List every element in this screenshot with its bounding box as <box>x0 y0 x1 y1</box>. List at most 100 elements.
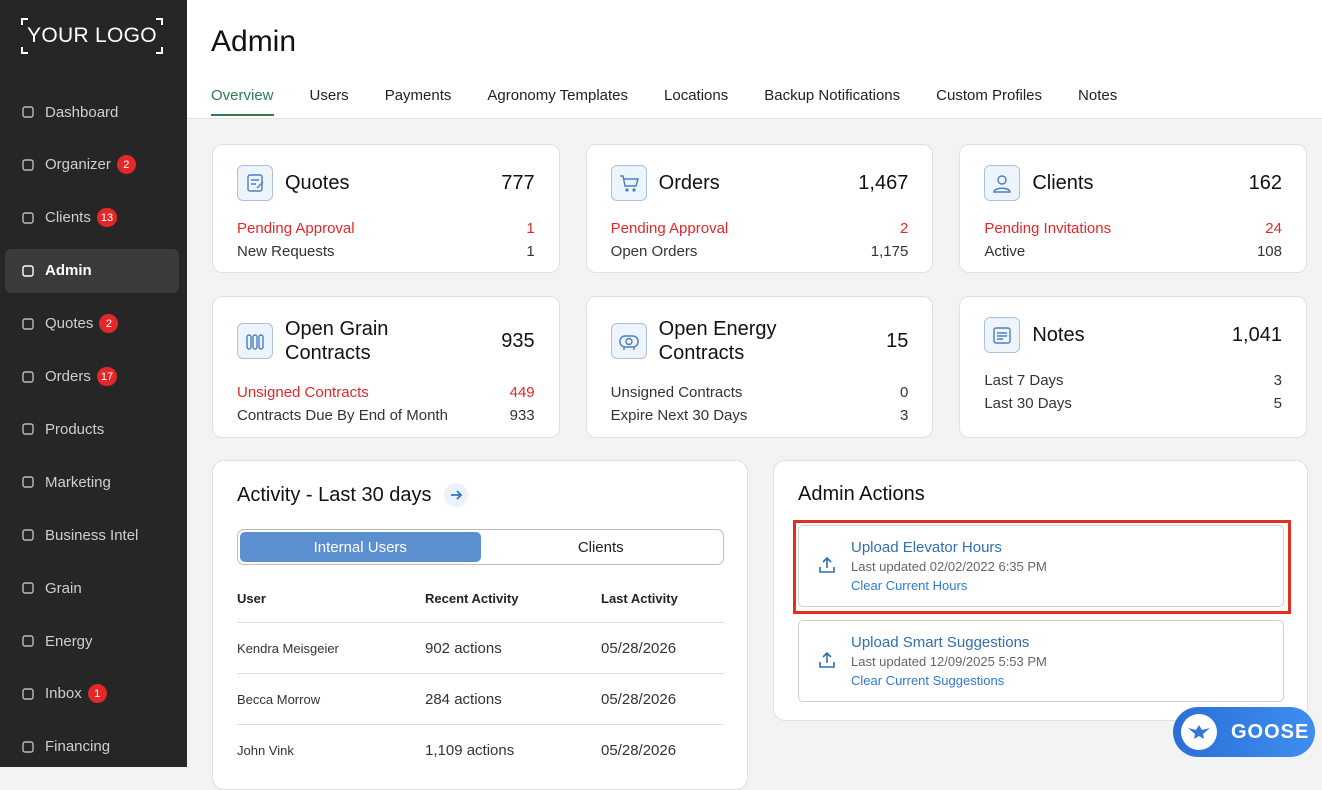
nav-label: Quotes <box>45 315 94 333</box>
icon-rect <box>22 635 34 647</box>
tab[interactable]: Locations <box>664 87 729 104</box>
card-total: 777 <box>501 171 535 194</box>
assistant-button[interactable]: GOOSE <box>1173 707 1315 757</box>
activity-link[interactable] <box>443 483 468 507</box>
wing-path <box>1188 725 1210 739</box>
card-total: 935 <box>501 329 535 352</box>
icon-svg <box>22 741 34 753</box>
table-cell: Becca Morrow <box>237 691 321 707</box>
icon-circle <box>632 188 636 192</box>
tab[interactable]: Payments <box>384 87 452 104</box>
icon-rect <box>618 335 639 348</box>
nav-item[interactable]: Clients 13 <box>5 196 179 240</box>
card-total: 15 <box>886 329 909 352</box>
summary-card[interactable]: Open Energy Contracts 15 Unsigned Contract… <box>585 296 934 438</box>
nav-item[interactable]: Grain <box>5 566 179 610</box>
icon-rect <box>22 741 34 753</box>
nav-item[interactable]: Marketing <box>5 460 179 504</box>
summary-card[interactable]: Clients 162 Pending Invitations 24 Active 108 <box>959 144 1307 273</box>
icon-svg <box>819 651 835 668</box>
tab[interactable]: Custom Profiles <box>936 87 1043 104</box>
row-value: 3 <box>899 407 909 424</box>
icon-rect <box>252 334 258 350</box>
card-icon <box>984 165 1021 201</box>
card-header: Notes 1,041 <box>984 317 1282 353</box>
icon-rect <box>258 334 264 350</box>
card-row: Pending Approval 1 <box>237 217 535 240</box>
icon-rect <box>993 327 1012 344</box>
nav-item[interactable]: Admin <box>5 248 179 293</box>
nav-item[interactable]: Orders 17 <box>5 355 179 399</box>
icon-circle <box>624 337 633 346</box>
nav-badge: 17 <box>96 367 118 386</box>
icon-svg <box>618 335 639 350</box>
summary-card[interactable]: Notes 1,041 Last 7 Days 3 Last 30 Days 5 <box>959 296 1307 438</box>
card-row: Last 30 Days 5 <box>984 392 1282 415</box>
tab[interactable]: Backup Notifications <box>764 87 901 104</box>
nav-label: Organizer <box>45 156 111 174</box>
table-header: User Recent Activity Last Activity <box>237 587 724 609</box>
logo[interactable]: YOUR LOGO <box>21 18 163 54</box>
icon-rect <box>22 582 34 594</box>
nav-item[interactable]: Products <box>5 407 179 451</box>
row-label: Expire Next 30 Days <box>610 407 748 424</box>
nav-item[interactable]: Inbox 1 <box>5 672 179 716</box>
icon-svg <box>619 175 639 192</box>
nav-item[interactable]: Energy <box>5 619 179 663</box>
toggle-button[interactable]: Internal Users <box>240 532 481 562</box>
icon-svg <box>247 174 264 192</box>
toggle-button[interactable]: Clients <box>577 538 624 556</box>
card-icon <box>610 165 647 201</box>
nav-label: Orders <box>45 368 91 385</box>
row-value: 3 <box>1273 372 1282 389</box>
action-item[interactable]: Upload Smart Suggestions Last updated 12/… <box>798 620 1284 702</box>
action-item[interactable]: Upload Elevator Hours Last updated 02/02/… <box>793 520 1291 614</box>
arrow-icon <box>450 490 462 500</box>
action-title[interactable]: Upload Elevator Hours <box>851 539 1002 556</box>
icon-path <box>997 332 1008 340</box>
row-label: Pending Approval <box>237 220 355 237</box>
nav-item[interactable]: Financing <box>5 725 179 769</box>
summary-card[interactable]: Open Grain Contracts 935 Unsigned Contract… <box>212 296 560 438</box>
card-title: Notes <box>1032 324 1085 346</box>
icon-svg <box>22 159 34 171</box>
card-title: Orders <box>658 172 720 194</box>
action-link[interactable]: Clear Current Hours <box>851 578 968 593</box>
icon-rect <box>22 370 34 383</box>
nav-label: Clients <box>45 209 91 227</box>
action-link[interactable]: Clear Current Suggestions <box>851 673 1005 688</box>
icon-rect <box>22 529 34 541</box>
nav-item[interactable]: Dashboard <box>5 90 179 134</box>
tab[interactable]: Users <box>309 87 349 104</box>
nav-label: Inbox <box>45 685 82 703</box>
row-value: 0 <box>899 384 909 401</box>
row-label: Last 7 Days <box>984 372 1064 389</box>
nav-item[interactable]: Business Intel <box>5 513 179 557</box>
icon-svg <box>22 106 34 118</box>
icon-svg <box>22 529 34 541</box>
card-rows: Unsigned Contracts 449 Contracts Due By En… <box>237 381 535 427</box>
table-cell: 05/28/2026 <box>601 639 677 657</box>
table-cell: Kendra Meisgeier <box>237 640 339 656</box>
tab[interactable]: Overview <box>211 87 274 116</box>
nav-label: Financing <box>45 738 111 756</box>
tab[interactable]: Notes <box>1078 87 1118 104</box>
admin-actions-title: Admin Actions <box>798 483 925 505</box>
icon-rect <box>22 264 34 277</box>
action-title[interactable]: Upload Smart Suggestions <box>851 634 1030 651</box>
card-header: Open Grain Contracts 935 <box>237 317 535 365</box>
nav-item[interactable]: Quotes 2 <box>5 302 179 346</box>
card-row: Expire Next 30 Days 3 <box>611 404 909 427</box>
nav-label: Grain <box>45 579 82 597</box>
card-total: 162 <box>1248 171 1282 194</box>
summary-card[interactable]: Orders 1,467 Pending Approval 2 Open Orders 1… <box>585 144 934 273</box>
summary-card[interactable]: Quotes 777 Pending Approval 1 New Requests 1 <box>212 144 560 273</box>
tab[interactable]: Agronomy Templates <box>487 87 629 104</box>
nav-item[interactable]: Organizer 2 <box>5 143 179 187</box>
card-header: Quotes 777 <box>237 165 535 201</box>
card-total: 1,041 <box>1231 323 1282 346</box>
row-label: Pending Invitations <box>984 220 1112 237</box>
card-icon <box>984 317 1021 353</box>
